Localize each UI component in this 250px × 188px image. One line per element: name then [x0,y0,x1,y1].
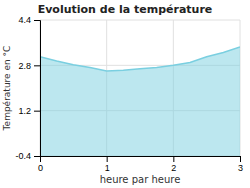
grid [40,20,240,156]
tick-mark [34,20,40,21]
y-axis: -0.4 1.2 2.8 4.4 [15,15,40,161]
plot: 0 1 2 3 -0.4 1.2 2.8 4.4 [15,15,243,173]
tick-mark [240,156,241,162]
tick-label: 1 [105,163,110,173]
title: Evolution de la température [38,3,213,16]
tick-mark [34,111,40,112]
marks [40,47,240,156]
x-axis-title: heure par heure [100,174,181,185]
x-axis: 0 1 2 3 [38,156,243,173]
chart: 0 1 2 3 -0.4 1.2 2.8 4.4 Evolution de la tempéra… [0,0,250,188]
tick: 3 [238,156,243,173]
tick: 2 [171,156,176,173]
tick-mark [34,65,40,66]
tick: 4.4 [18,15,40,25]
tick-label: 2.8 [18,61,31,71]
tick-label: 1.2 [18,106,31,116]
axis-domain [34,21,41,157]
tick-label: -0.4 [15,151,31,161]
tick: 1.2 [18,106,40,116]
tick-mark [173,156,174,162]
tick-mark [107,156,108,162]
tick: 2.8 [18,61,40,71]
tick: 1 [105,156,110,173]
grid-line [40,20,240,21]
area [40,47,240,156]
line [40,47,240,71]
tick-label: 0 [38,163,43,173]
tick-label: 4.4 [18,15,31,25]
y-axis-title: Température en °C [2,46,12,132]
tick-mark [34,156,40,157]
tick: -0.4 [15,151,40,161]
tick-label: 2 [171,163,176,173]
axis-domain [41,157,241,163]
tick-label: 3 [238,163,243,173]
tick: 0 [38,156,43,173]
